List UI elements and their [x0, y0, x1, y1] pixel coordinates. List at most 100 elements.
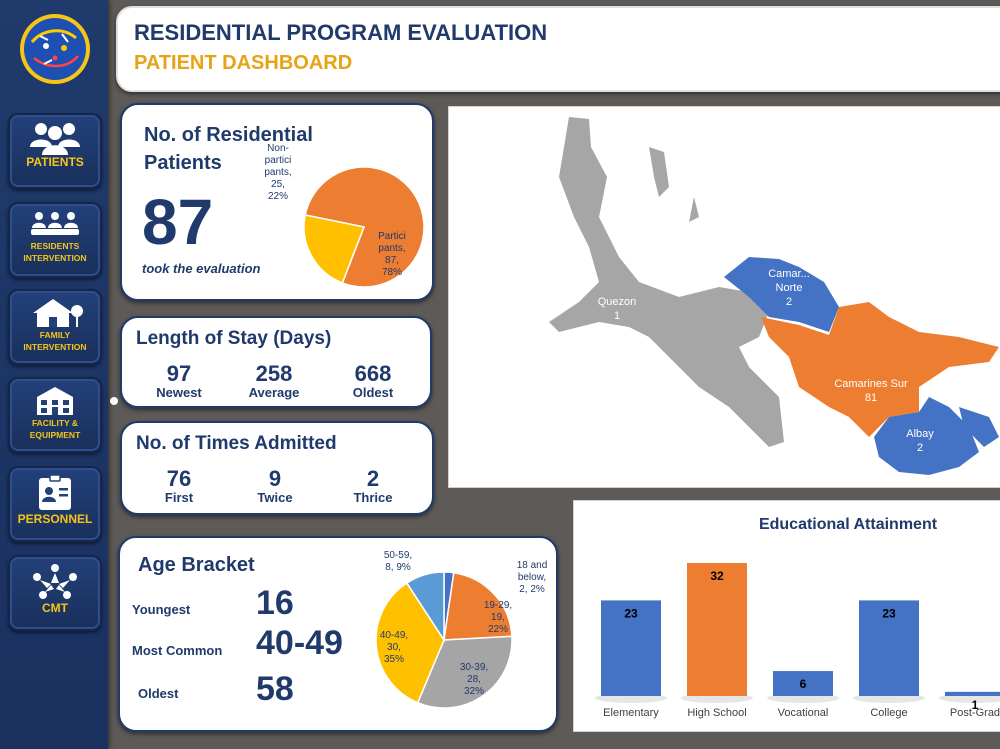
bar-0: [601, 600, 661, 696]
map-label-csur-value: 81: [865, 392, 877, 404]
facility-building-icon: [37, 387, 73, 415]
admitted-twice: 9 Twice: [240, 467, 310, 505]
nav-facility-label-1: FACILITY &: [31, 418, 79, 428]
admitted-first-label: First: [164, 490, 194, 505]
residential-count: 87: [142, 186, 214, 258]
bar-3: [859, 600, 919, 696]
map-region-camarines-sur[interactable]: [761, 302, 999, 437]
map-label-csur-name: Camarines Sur: [834, 378, 908, 390]
residents-intervention-icon: [31, 212, 79, 235]
age-pie-label-1: 19-29, 19, 22%: [484, 600, 512, 635]
sidebar: PATIENTS RESIDENTS INTERVENTION FAMILY I…: [0, 0, 108, 749]
age-oldest-value: 58: [256, 670, 294, 708]
stay-average-label: Average: [248, 385, 300, 400]
map-region-albay[interactable]: [874, 397, 979, 475]
region-map: Quezon 1 Camar... Norte 2 Camarines Sur …: [549, 117, 999, 475]
family-house-icon: [33, 299, 83, 327]
age-pie-slice-1: [443, 571, 513, 641]
page-subtitle: PATIENT DASHBOARD: [134, 52, 353, 74]
participants-pie-slice-1: [303, 214, 366, 284]
nav-residents-label-2: INTERVENTION: [23, 253, 87, 263]
age-pie-slice-2: [416, 635, 513, 709]
residential-patients-card: No. of Residential Patients 87 took the …: [120, 103, 434, 301]
age-youngest-label: Youngest: [132, 602, 191, 617]
age-common-label: Most Common: [132, 643, 223, 658]
logo: [20, 14, 90, 84]
map-label-albay-value: 2: [917, 442, 923, 454]
bar-value-4: 1: [972, 698, 979, 712]
stay-oldest-value: 668: [354, 361, 392, 386]
age-pie-chart: 18 and below, 2, 2%19-29, 19, 22% 30-39, 28, 32…: [375, 550, 548, 709]
residential-caption: took the evaluation: [142, 261, 261, 276]
map-region-quezon[interactable]: [549, 117, 784, 447]
nav-family-label-1: FAMILY: [39, 330, 71, 340]
age-pie-label-2: 30-39, 28, 32%: [460, 662, 488, 697]
age-oldest-label: Oldest: [138, 686, 179, 701]
stay-oldest-label: Oldest: [352, 385, 394, 400]
age-youngest-value: 16: [256, 584, 294, 622]
education-chart-title: Educational Attainment: [759, 516, 938, 533]
stay-average-value: 258: [255, 361, 293, 386]
admitted-thrice-value: 2: [366, 466, 380, 491]
bar-category-2: Vocational: [778, 707, 829, 719]
cmt-people-icon: [33, 564, 77, 599]
stay-newest-value: 97: [166, 361, 192, 386]
nav-residents-label-1: RESIDENTS: [30, 241, 80, 251]
nav-cmt-button[interactable]: CMT: [8, 555, 102, 631]
times-admitted-card: No. of Times Admitted 76 First 9 Twice 2…: [120, 421, 434, 515]
admitted-thrice: 2 Thrice: [338, 467, 408, 505]
admitted-thrice-label: Thrice: [353, 490, 393, 505]
residential-title-2: Patients: [144, 152, 222, 174]
bar-category-0: Elementary: [603, 707, 659, 719]
bar-1: [687, 563, 747, 696]
stay-oldest: 668 Oldest: [338, 362, 408, 400]
participants-pie-label-0: Partici pants, 87, 78%: [378, 231, 406, 278]
age-pie-label-3: 40-49, 30, 35%: [380, 630, 408, 665]
age-pie-label-4: 50-59, 8, 9%: [384, 550, 412, 573]
map-label-cnorte-sub: Norte: [776, 282, 803, 294]
selection-handle: [110, 397, 118, 405]
map-region-camarines-norte[interactable]: [724, 257, 839, 332]
nav-personnel-button[interactable]: PERSONNEL: [8, 466, 102, 542]
bar-category-3: College: [870, 707, 907, 719]
nav-facility-label-2: EQUIPMENT: [29, 430, 81, 440]
bar-value-0: 23: [624, 606, 638, 620]
bar-2: [773, 671, 833, 696]
nav-residents-intervention-button[interactable]: RESIDENTS INTERVENTION: [8, 202, 102, 278]
admitted-first: 76 First: [144, 467, 214, 505]
admitted-title: No. of Times Admitted: [136, 433, 337, 454]
age-pie-label-0: 18 and below, 2, 2%: [517, 560, 548, 595]
nav-family-intervention-button[interactable]: FAMILY INTERVENTION: [8, 289, 102, 365]
map-label-quezon-name: Quezon: [598, 296, 637, 308]
patients-icon: [30, 123, 80, 155]
bar-4: [945, 691, 1000, 696]
bar-category-1: High School: [687, 707, 746, 719]
nav-family-label-2: INTERVENTION: [23, 342, 87, 352]
stay-average: 258 Average: [239, 362, 309, 400]
header-card: RESIDENTIAL PROGRAM EVALUATION PATIENT D…: [116, 6, 1000, 92]
admitted-first-value: 76: [166, 466, 192, 491]
nav-patients-label: PATIENTS: [26, 155, 84, 169]
admitted-twice-value: 9: [268, 466, 282, 491]
map-label-cnorte-name: Camar...: [768, 268, 810, 280]
nav-facility-equipment-button[interactable]: FACILITY & EQUIPMENT: [8, 377, 102, 453]
participants-pie-label-1: Non-partici pants, 25, 22%: [264, 143, 291, 202]
bar-value-2: 6: [800, 677, 807, 691]
map-label-albay-name: Albay: [906, 428, 934, 440]
educational-attainment-panel: Educational Attainment 23 Elementary 32 High…: [573, 500, 1000, 732]
participants-pie-chart: Partici pants, 87, 78% Non-partici pants, 25, 2…: [264, 143, 425, 288]
age-pie-slice-4: [405, 571, 445, 643]
length-of-stay-card: Length of Stay (Days) 97 Newest 258 Aver…: [120, 316, 432, 408]
nav-personnel-label: PERSONNEL: [17, 512, 93, 526]
id-card-icon: [39, 474, 71, 510]
age-bracket-card: Age Bracket Youngest 16 Most Common 40-4…: [118, 536, 558, 732]
bar-category-4: Post-Grad: [950, 707, 1000, 719]
nav-patients-button[interactable]: PATIENTS: [8, 113, 102, 189]
page-title: RESIDENTIAL PROGRAM EVALUATION: [134, 20, 548, 45]
nav-cmt-label: CMT: [42, 601, 68, 615]
age-pie-slice-3: [375, 581, 445, 704]
map-label-cnorte-value: 2: [786, 296, 792, 308]
admitted-twice-label: Twice: [257, 490, 293, 505]
bar-value-3: 23: [882, 606, 896, 620]
age-title: Age Bracket: [138, 554, 255, 576]
